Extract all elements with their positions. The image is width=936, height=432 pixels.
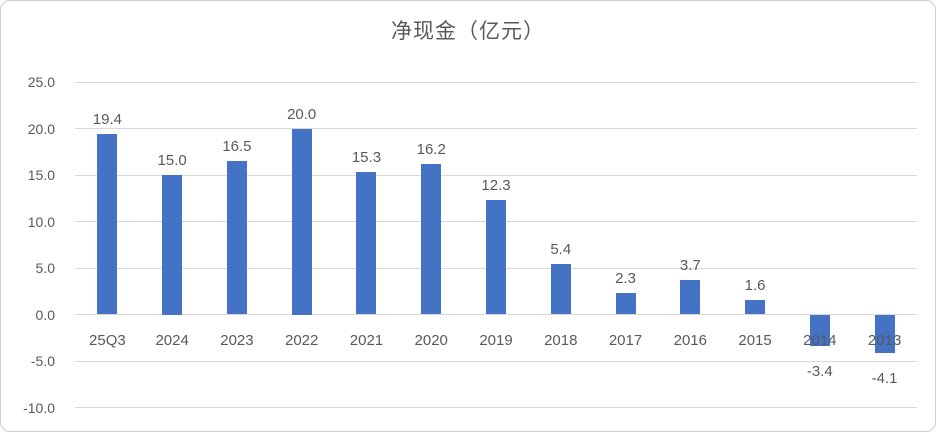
x-axis-category-label: 2021 <box>349 331 384 349</box>
data-label: -3.4 <box>806 363 833 381</box>
data-label: 12.3 <box>481 177 511 195</box>
bar <box>162 175 183 315</box>
bar <box>615 293 636 315</box>
x-axis-category-label: 2018 <box>544 331 578 349</box>
bar <box>809 314 830 347</box>
x-axis-category-label: 2024 <box>155 331 189 349</box>
gridline <box>75 128 917 129</box>
bar <box>745 299 766 315</box>
data-label: 3.7 <box>679 257 701 275</box>
y-axis-tick-label: 15.0 <box>27 167 55 183</box>
y-axis-tick-label: -5.0 <box>30 353 55 369</box>
bar <box>421 163 442 315</box>
bar <box>550 264 571 315</box>
gridline <box>75 360 917 362</box>
y-axis-tick-label: 25.0 <box>27 74 55 90</box>
bar <box>680 280 701 315</box>
y-axis-tick-label: 20.0 <box>27 120 55 137</box>
bar <box>226 161 247 315</box>
x-axis-category-label: 2019 <box>479 331 513 349</box>
x-axis-category-label: 2016 <box>673 331 707 349</box>
data-label: 2.3 <box>615 270 636 288</box>
bar <box>874 314 895 353</box>
x-axis-category-label: 2022 <box>285 331 319 349</box>
bar <box>356 172 377 315</box>
data-label: 16.5 <box>222 138 252 156</box>
gridline <box>75 81 917 83</box>
x-axis-category-label: 25Q3 <box>89 331 126 349</box>
bar <box>97 134 118 315</box>
gridline <box>75 174 917 176</box>
bar <box>486 200 506 315</box>
y-axis-tick-label: 5.0 <box>35 260 55 276</box>
x-axis-category-label: 2014 <box>803 331 837 349</box>
x-axis-category-label: 2017 <box>608 331 643 349</box>
x-axis-category-label: 2013 <box>867 331 902 349</box>
data-label: 20.0 <box>287 105 317 123</box>
data-label: 19.4 <box>92 111 122 129</box>
gridline <box>75 407 917 408</box>
data-label: -4.1 <box>871 369 898 387</box>
y-axis-tick-label: -10.0 <box>23 399 55 416</box>
data-label: 15.3 <box>351 149 382 167</box>
x-axis-category-label: 2023 <box>220 331 254 349</box>
data-label: 16.2 <box>416 140 446 158</box>
x-axis-category-label: 2020 <box>414 331 448 349</box>
gridline <box>75 314 917 315</box>
chart-title: 净现金（亿元） <box>391 20 545 43</box>
x-axis-category-label: 2015 <box>738 331 772 349</box>
bar <box>291 128 312 315</box>
data-label: 15.0 <box>157 152 187 169</box>
y-axis-tick-label: 0.0 <box>35 306 55 323</box>
data-label: 1.6 <box>744 276 766 294</box>
y-axis-tick-label: 10.0 <box>27 213 55 230</box>
data-label: 5.4 <box>550 241 572 259</box>
